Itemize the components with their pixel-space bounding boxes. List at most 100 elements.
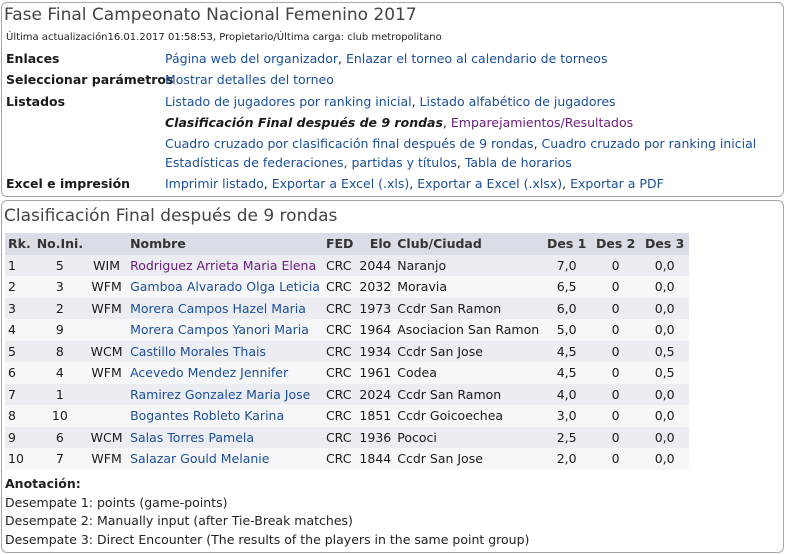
cell-player: Rodriguez Arrieta Maria Elena <box>127 254 323 276</box>
link-show-details[interactable]: Mostrar detalles del torneo <box>165 72 334 87</box>
cell-rk: 9 <box>5 426 34 448</box>
cell-rk: 1 <box>5 254 34 276</box>
tiebreak-notes: Anotación: Desempate 1: points (game-poi… <box>5 475 529 549</box>
cell-des2: 0 <box>591 319 641 341</box>
cell-club: Ccdr Goicoechea <box>394 405 543 427</box>
cell-title: WFM <box>86 448 128 470</box>
cell-elo: 2044 <box>356 254 395 276</box>
link-pairings-results[interactable]: Emparejamientos/Resultados <box>450 115 634 130</box>
cell-elo: 1934 <box>356 340 395 362</box>
player-name-link[interactable]: Acevedo Mendez Jennifer <box>130 365 289 381</box>
cell-elo: 1844 <box>356 448 395 470</box>
table-row: 2 3 WFM Gamboa Alvarado Olga Leticia CRC 2032… <box>5 276 690 298</box>
cell-title <box>86 319 128 341</box>
cell-elo: 1961 <box>356 362 395 384</box>
table-row: 8 10 Bogantes Robleto Karina CRC 1851 Ccdr Go… <box>5 405 690 427</box>
link-export-pdf[interactable]: Exportar a PDF <box>570 176 664 191</box>
cell-noini: 4 <box>33 362 87 384</box>
cell-rk: 5 <box>5 340 34 362</box>
col-rk: Rk. <box>5 233 34 255</box>
standings-panel: Clasificación Final después de 9 rondas … <box>1 200 784 553</box>
cell-noini: 3 <box>33 276 87 298</box>
link-schedule[interactable]: Tabla de horarios <box>464 155 572 170</box>
player-name-link[interactable]: Morera Campos Hazel Maria <box>130 300 306 316</box>
note-line: Desempate 3: Direct Encounter (The resul… <box>5 531 530 547</box>
cell-des2: 0 <box>591 362 641 384</box>
link-list-alphabetical[interactable]: Listado alfabético de jugadores <box>419 94 616 109</box>
current-page-standings: Clasificación Final después de 9 rondas <box>165 115 443 130</box>
link-crosstable-initial[interactable]: Cuadro cruzado por ranking inicial <box>541 136 757 151</box>
cell-des1: 3,0 <box>542 405 592 427</box>
player-name-link[interactable]: Rodriguez Arrieta Maria Elena <box>130 257 317 273</box>
cell-rk: 6 <box>5 362 34 384</box>
cell-club: Asociacion San Ramon <box>394 319 543 341</box>
cell-fed: CRC <box>322 405 357 427</box>
cell-des3: 0,0 <box>640 254 690 276</box>
cell-des2: 0 <box>591 297 641 319</box>
cell-title: WCM <box>86 340 128 362</box>
cell-player: Morera Campos Hazel Maria <box>127 297 323 319</box>
cell-title: WFM <box>86 362 128 384</box>
cell-des2: 0 <box>591 426 641 448</box>
player-name-link[interactable]: Morera Campos Yanori Maria <box>130 322 309 338</box>
table-row: 3 2 WFM Morera Campos Hazel Maria CRC 1973 Ccd… <box>5 297 690 319</box>
player-name-link[interactable]: Bogantes Robleto Karina <box>130 408 285 424</box>
link-export-xls[interactable]: Exportar a Excel (.xls) <box>271 176 410 191</box>
cell-player: Castillo Morales Thais <box>127 340 323 362</box>
cell-noini: 8 <box>33 340 87 362</box>
cell-rk: 4 <box>5 319 34 341</box>
cell-fed: CRC <box>322 362 357 384</box>
standings-title: Clasificación Final después de 9 rondas <box>4 206 338 226</box>
note-line: Desempate 2: Manually input (after Tie-B… <box>5 513 353 528</box>
table-row: 10 7 WFM Salazar Gould Melanie CRC 1844 Ccdr S… <box>5 448 690 470</box>
cell-club: Ccdr San Ramon <box>394 297 543 319</box>
cell-player: Gamboa Alvarado Olga Leticia <box>127 276 323 298</box>
cell-noini: 2 <box>33 297 87 319</box>
player-name-link[interactable]: Salas Torres Pamela <box>130 429 255 445</box>
cell-des3: 0,0 <box>640 383 690 405</box>
table-row: 4 9 Morera Campos Yanori Maria CRC 1964 Asoci… <box>5 319 690 341</box>
cell-des1: 5,0 <box>542 319 592 341</box>
link-crosstable-final[interactable]: Cuadro cruzado por clasificación final d… <box>165 136 534 151</box>
cell-elo: 2032 <box>356 276 395 298</box>
cell-des1: 4,5 <box>542 340 592 362</box>
link-organizer-page[interactable]: Página web del organizador <box>165 51 338 66</box>
table-row: 7 1 Ramirez Gonzalez Maria Jose CRC 2024 Ccdr… <box>5 383 690 405</box>
cell-fed: CRC <box>322 340 357 362</box>
cell-fed: CRC <box>322 426 357 448</box>
cell-player: Morera Campos Yanori Maria <box>127 319 323 341</box>
col-title <box>86 233 128 255</box>
cell-rk: 7 <box>5 383 34 405</box>
link-add-to-calendar[interactable]: Enlazar el torneo al calendario de torne… <box>345 51 608 66</box>
player-name-link[interactable]: Ramirez Gonzalez Maria Jose <box>130 386 311 402</box>
cell-fed: CRC <box>322 276 357 298</box>
cell-noini: 7 <box>33 448 87 470</box>
link-list-by-rank[interactable]: Listado de jugadores por ranking inicial <box>165 94 412 109</box>
col-fed: FED <box>322 233 357 255</box>
cell-des3: 0,0 <box>640 276 690 298</box>
player-name-link[interactable]: Salazar Gould Melanie <box>130 451 270 467</box>
tournament-info-panel: Fase Final Campeonato Nacional Femenino … <box>1 2 784 197</box>
cell-des3: 0,5 <box>640 362 690 384</box>
cell-des3: 0,0 <box>640 426 690 448</box>
cell-fed: CRC <box>322 254 357 276</box>
cell-noini: 6 <box>33 426 87 448</box>
cell-des2: 0 <box>591 405 641 427</box>
col-elo: Elo <box>356 233 395 255</box>
col-name: Nombre <box>127 233 323 255</box>
link-export-xlsx[interactable]: Exportar a Excel (.xlsx) <box>417 176 563 191</box>
player-name-link[interactable]: Castillo Morales Thais <box>130 343 267 359</box>
cell-player: Bogantes Robleto Karina <box>127 405 323 427</box>
cell-elo: 1851 <box>356 405 395 427</box>
cell-des2: 0 <box>591 448 641 470</box>
cell-fed: CRC <box>322 448 357 470</box>
player-name-link[interactable]: Gamboa Alvarado Olga Leticia <box>130 279 320 295</box>
label-enlaces: Enlaces <box>6 51 60 66</box>
tournament-title: Fase Final Campeonato Nacional Femenino … <box>4 5 417 25</box>
cell-rk: 8 <box>5 405 34 427</box>
cell-title: WCM <box>86 426 128 448</box>
cell-title <box>86 383 128 405</box>
link-print[interactable]: Imprimir listado <box>165 176 264 191</box>
link-statistics[interactable]: Estadísticas de federaciones, partidas y… <box>165 155 457 170</box>
col-des3: Des 3 <box>640 233 690 255</box>
